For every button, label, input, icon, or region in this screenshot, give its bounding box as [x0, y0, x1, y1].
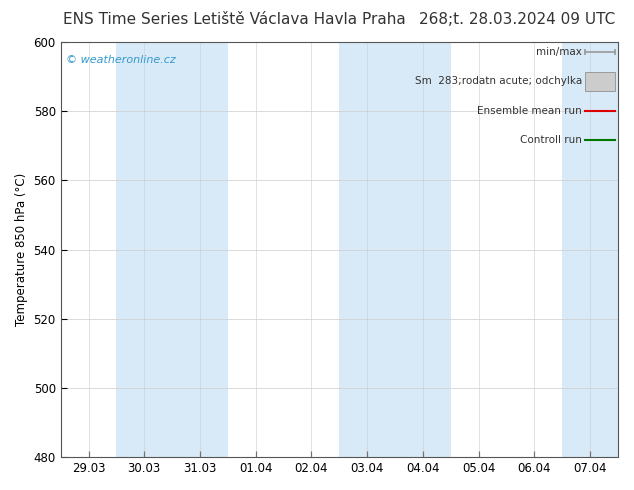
Bar — [562, 42, 618, 457]
Text: Sm  283;rodatn acute; odchylka: Sm 283;rodatn acute; odchylka — [415, 76, 582, 86]
Y-axis label: Temperature 850 hPa (°C): Temperature 850 hPa (°C) — [15, 173, 28, 326]
Text: Ensemble mean run: Ensemble mean run — [477, 105, 582, 116]
Text: 268;t. 28.03.2024 09 UTC: 268;t. 28.03.2024 09 UTC — [418, 12, 615, 27]
Text: Controll run: Controll run — [520, 135, 582, 145]
Bar — [585, 72, 615, 91]
Bar — [117, 42, 172, 457]
Text: ENS Time Series Letiště Václava Havla Praha: ENS Time Series Letiště Václava Havla Pr… — [63, 12, 406, 27]
Bar — [339, 42, 395, 457]
Text: © weatheronline.cz: © weatheronline.cz — [66, 54, 176, 65]
Bar — [395, 42, 451, 457]
Text: min/max: min/max — [536, 48, 582, 57]
Bar — [172, 42, 228, 457]
